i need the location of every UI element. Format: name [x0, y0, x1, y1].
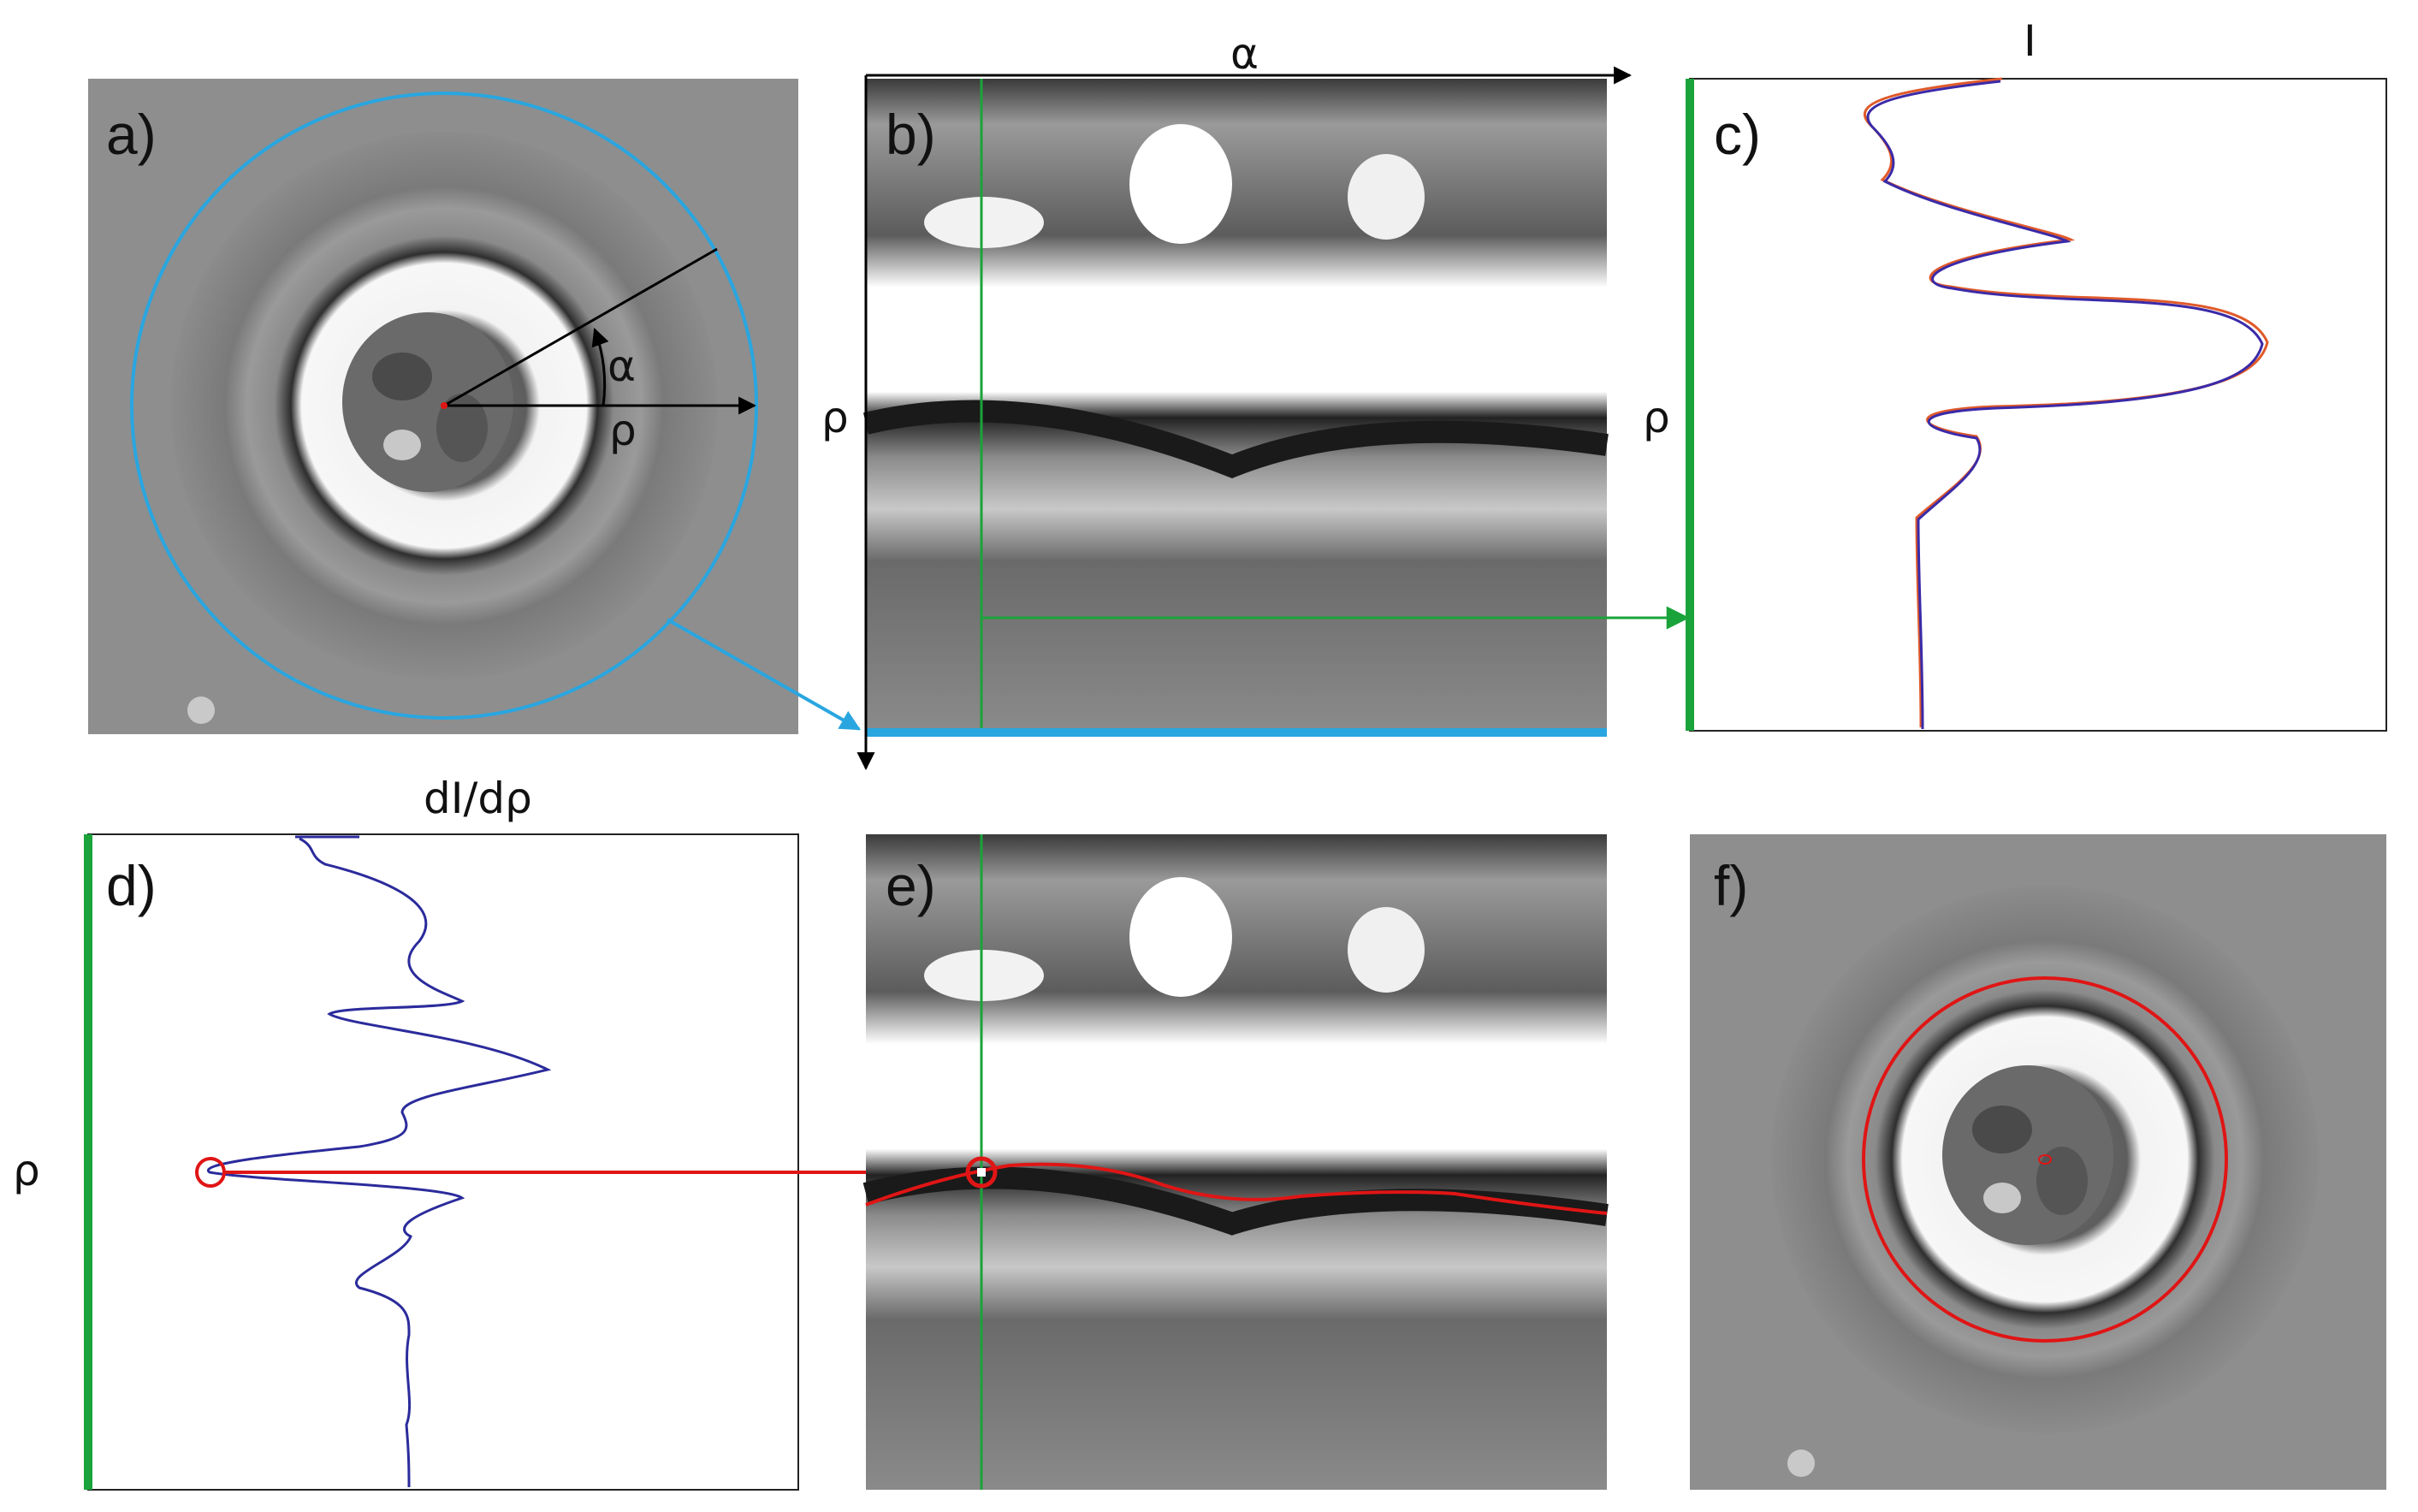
panel-f-label: f)	[1714, 854, 1748, 917]
panel-b-label: b)	[886, 103, 936, 166]
panel-e-label: e)	[886, 854, 936, 917]
alpha-angle-arc	[591, 328, 609, 406]
panel-d-rho: ρ	[13, 1146, 40, 1195]
panel-d: d) dI/dρ ρ	[13, 774, 971, 1491]
panel-c-rho: ρ	[1643, 393, 1670, 442]
panel-d-label: d)	[106, 854, 157, 917]
panel-a-label: a)	[106, 103, 157, 166]
panel-e-image	[866, 834, 1607, 1490]
panel-a-alpha: α	[607, 341, 636, 391]
panel-e: e)	[862, 834, 1609, 1490]
panel-f: f)	[1690, 834, 2386, 1490]
panel-a: a) α ρ	[88, 79, 798, 734]
panel-a-rho: ρ	[609, 406, 637, 455]
panel-c-intensity: I	[2024, 16, 2036, 66]
derivative-profile	[206, 835, 552, 1488]
panel-a-nucleus	[342, 312, 513, 492]
panel-c-label: c)	[1714, 103, 1761, 166]
unwrap-connector-arrow	[667, 618, 862, 731]
panel-b: b) α ρ	[821, 29, 1690, 771]
panel-d-frame	[87, 833, 799, 1491]
fitted-center-marker	[2038, 1154, 2052, 1165]
alpha-ray	[443, 247, 718, 407]
intensity-profile-fit	[1866, 80, 2264, 730]
panel-d-derivative: dI/dρ	[424, 774, 532, 823]
fitted-membrane-contour	[1862, 976, 2228, 1343]
panel-b-rho: ρ	[821, 393, 849, 442]
panel-b-alpha: α	[1230, 29, 1259, 79]
panel-c: c) I ρ	[1643, 16, 2387, 732]
detected-edge-contour	[865, 1162, 1608, 1215]
detected-edge-marker-e	[965, 1156, 998, 1189]
